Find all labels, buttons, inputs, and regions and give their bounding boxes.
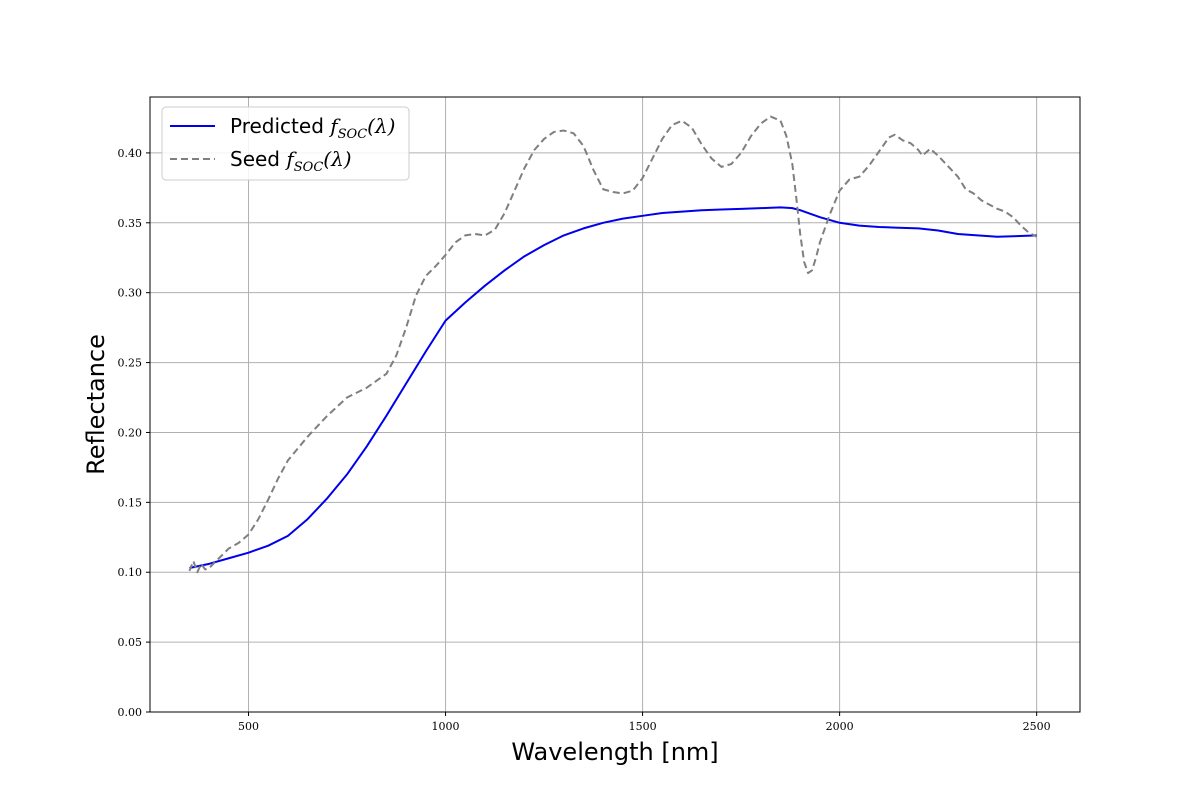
x-tick-label: 500: [238, 720, 259, 733]
plot-frame: [149, 96, 1081, 713]
y-axis-label: Reflectance: [82, 334, 110, 475]
legend-name-text: Seed: [230, 147, 286, 171]
y-axis-ticks: 0.00 0.05 0.10 0.15 0.20 0.25 0.30 0.35 0.40: [118, 147, 150, 719]
y-tick-label: 0.25: [118, 357, 143, 370]
x-tick-label: 1500: [629, 720, 657, 733]
predicted-series-line: [189, 206, 1037, 570]
y-tick-label: 0.40: [118, 147, 143, 160]
seed-series-line: [188, 115, 1038, 574]
legend-name-sub: SOC: [294, 160, 324, 175]
series-layer: [188, 115, 1038, 574]
legend-name-text: Predicted: [230, 114, 330, 138]
y-tick-label: 0.30: [118, 287, 143, 300]
y-tick-label: 0.15: [118, 496, 143, 509]
y-tick-label: 0.00: [118, 706, 143, 719]
y-tick-label: 0.35: [118, 217, 143, 230]
x-axis-label: Wavelength [nm]: [511, 738, 718, 766]
seed-legend-label: Seed fSOC(λ): [230, 147, 352, 175]
grid-lines: [150, 97, 1080, 713]
legend-name-arg: (λ): [367, 114, 395, 138]
x-tick-label: 2000: [826, 720, 854, 733]
y-tick-label: 0.05: [118, 636, 143, 649]
legend-box: [161, 106, 410, 181]
x-axis-ticks: 500 1000 1500 2000 2500: [238, 712, 1051, 733]
legend-name-sub: SOC: [338, 127, 368, 142]
legend: Predicted fSOC(λ) Seed fSOC(λ): [161, 106, 410, 181]
predicted-legend-label: Predicted fSOC(λ): [230, 114, 395, 142]
y-tick-label: 0.20: [118, 426, 143, 439]
x-tick-label: 1000: [432, 720, 460, 733]
legend-name-arg: (λ): [323, 147, 351, 171]
y-tick-label: 0.10: [118, 566, 143, 579]
x-tick-label: 2500: [1023, 720, 1051, 733]
